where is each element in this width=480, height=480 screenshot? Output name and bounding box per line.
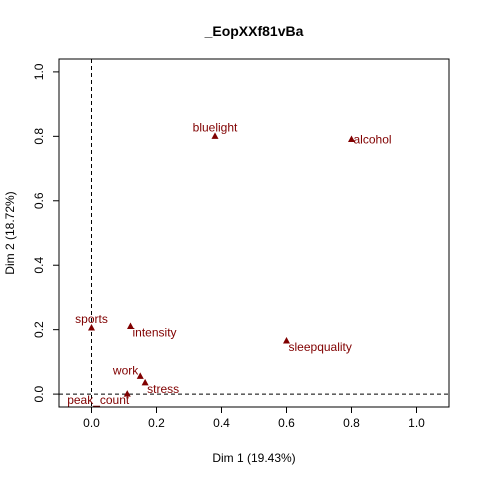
point-label: alcohol <box>354 133 392 147</box>
y-axis: 0.0 0.2 0.4 0.6 0.8 1.0 <box>32 63 59 402</box>
point-label: peak_count <box>67 393 130 407</box>
point-label: work <box>112 363 139 377</box>
data-point-stress <box>141 378 149 386</box>
x-tick-label: 1.0 <box>408 416 425 430</box>
y-tick-label: 1.0 <box>32 63 46 80</box>
data-point-intensity <box>127 322 134 329</box>
reference-lines <box>59 59 449 407</box>
y-tick-label: 0.2 <box>32 321 46 338</box>
chart-title: _EopXXf81vBa <box>204 23 304 39</box>
plot-frame <box>58 58 450 408</box>
x-axis: 0.0 0.2 0.4 0.6 0.8 1.0 <box>83 407 425 430</box>
point-label: sports <box>75 312 108 326</box>
point-label: stress <box>147 382 179 396</box>
data-point-sleepquality <box>283 336 290 344</box>
data-point-sports <box>88 324 95 331</box>
data-point-peak_count <box>123 390 131 397</box>
x-tick-label: 0.4 <box>213 416 230 430</box>
x-tick-label: 0.6 <box>278 416 295 430</box>
x-tick-label: 0.0 <box>83 416 100 430</box>
data-point-bluelight <box>211 132 219 139</box>
y-tick-label: 0.6 <box>32 192 46 209</box>
x-tick-label: 0.8 <box>343 416 360 430</box>
point-label: bluelight <box>193 120 238 134</box>
y-axis-label: Dim 2 (18.72%) <box>3 191 17 274</box>
x-axis-label: Dim 1 (19.43%) <box>212 451 295 465</box>
point-label: sleepquality <box>289 340 352 354</box>
data-points: bluelight alcohol sports intensity sleepqual… <box>67 120 391 407</box>
y-tick-label: 0.8 <box>32 128 46 145</box>
point-label: intensity <box>133 325 177 339</box>
y-tick-label: 0.4 <box>32 257 46 274</box>
data-point-work <box>136 372 144 379</box>
x-tick-label: 0.2 <box>148 416 165 430</box>
data-point-alcohol <box>348 135 355 143</box>
y-tick-label: 0.0 <box>32 385 46 402</box>
